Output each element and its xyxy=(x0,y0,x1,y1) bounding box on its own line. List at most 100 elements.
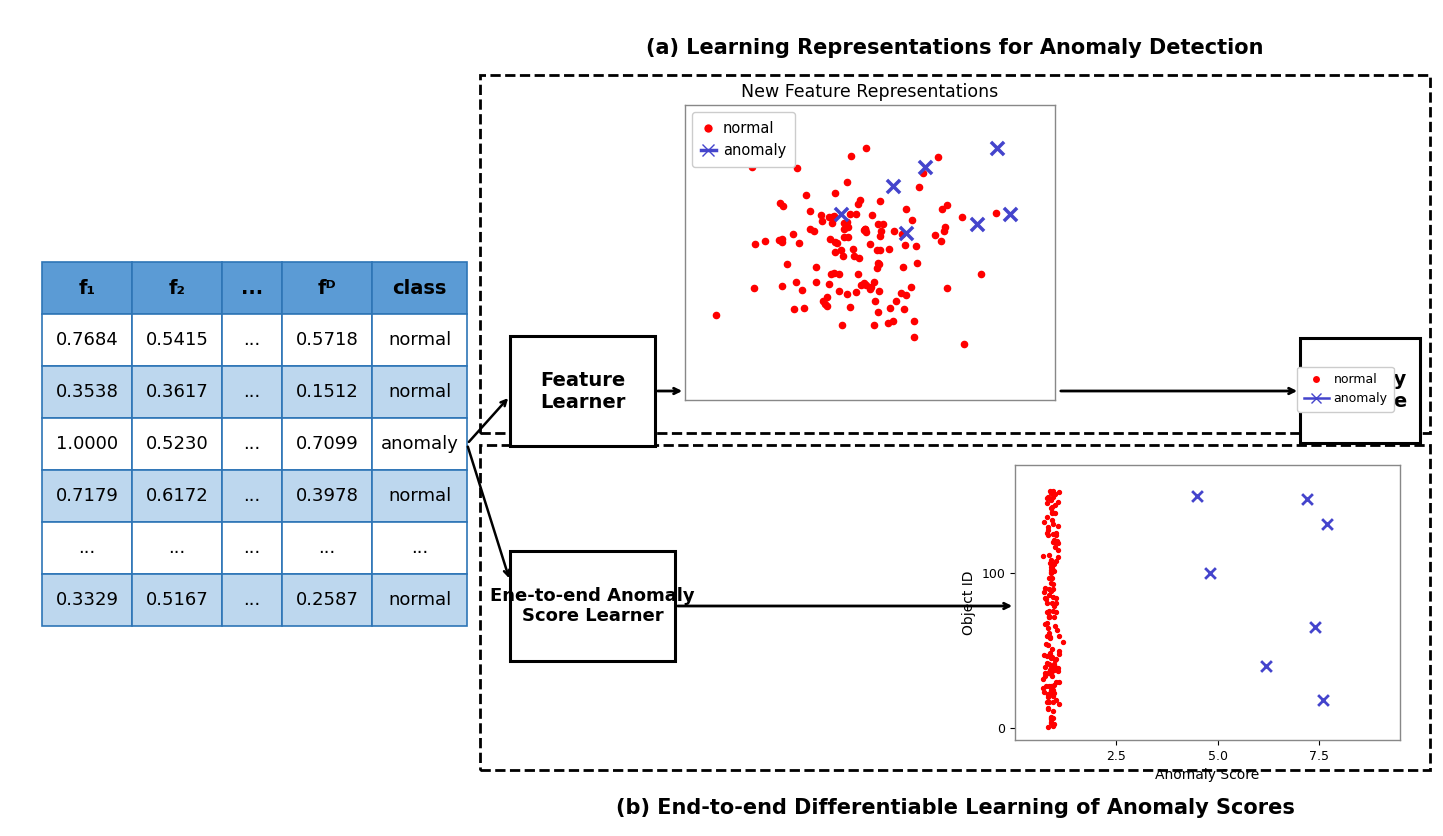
Point xyxy=(1036,605,1059,619)
Point xyxy=(1039,686,1062,699)
Point xyxy=(823,186,846,200)
Text: Anomaly
Measure: Anomaly Measure xyxy=(1312,370,1407,411)
Point xyxy=(1036,523,1059,537)
Point xyxy=(1039,563,1062,577)
Point xyxy=(775,257,798,270)
Point xyxy=(965,217,988,231)
Point xyxy=(831,319,854,332)
Point xyxy=(841,242,864,256)
Point xyxy=(1033,660,1056,674)
Point xyxy=(1043,507,1066,520)
Point xyxy=(872,217,895,231)
Text: 1.0000: 1.0000 xyxy=(56,435,118,453)
Point xyxy=(952,338,975,351)
Point xyxy=(1040,650,1063,664)
Point xyxy=(802,224,825,237)
Point xyxy=(798,222,821,236)
Point xyxy=(823,236,846,249)
Point xyxy=(854,226,877,239)
Point xyxy=(1032,515,1055,528)
Point xyxy=(867,257,890,271)
Point xyxy=(1048,648,1071,661)
Point xyxy=(1198,567,1221,580)
Point xyxy=(900,213,924,227)
Point xyxy=(1040,561,1063,574)
Bar xyxy=(42,522,131,574)
Point xyxy=(848,193,872,206)
Point xyxy=(827,268,850,281)
Point xyxy=(1040,528,1063,541)
Point xyxy=(1040,567,1063,580)
Point xyxy=(823,266,846,279)
Point xyxy=(1039,487,1062,500)
Point xyxy=(820,268,843,281)
Point xyxy=(1048,697,1071,711)
Bar xyxy=(222,366,281,418)
Point xyxy=(1035,510,1058,523)
Point xyxy=(1036,639,1059,652)
Text: 0.7179: 0.7179 xyxy=(56,487,118,505)
Point xyxy=(704,308,727,322)
Point xyxy=(1039,649,1062,662)
Point xyxy=(1046,534,1069,548)
Point xyxy=(895,227,918,240)
Point xyxy=(1039,584,1062,598)
Point xyxy=(931,202,954,216)
Point xyxy=(1040,507,1063,520)
Text: 0.3617: 0.3617 xyxy=(146,383,208,401)
Point xyxy=(1040,690,1063,703)
Text: ...: ... xyxy=(319,539,336,557)
Point xyxy=(768,196,791,210)
Point xyxy=(753,234,776,247)
Point xyxy=(906,256,929,269)
Point xyxy=(820,217,843,230)
Point xyxy=(1046,495,1069,508)
Point xyxy=(876,316,899,329)
Point xyxy=(854,278,877,292)
Text: 0.7684: 0.7684 xyxy=(56,331,118,349)
Point xyxy=(902,314,925,328)
Point xyxy=(1033,666,1056,680)
Point xyxy=(1032,549,1055,563)
Point xyxy=(1043,619,1066,632)
Text: ...: ... xyxy=(411,539,429,557)
Point xyxy=(1036,492,1059,505)
Point xyxy=(1036,630,1059,643)
Point xyxy=(743,237,766,251)
Point xyxy=(835,215,859,228)
Point xyxy=(913,161,937,174)
Point xyxy=(1039,685,1062,698)
Point xyxy=(1039,683,1062,696)
Point xyxy=(1042,686,1065,700)
Point xyxy=(1035,679,1058,692)
Bar xyxy=(131,522,222,574)
Bar xyxy=(131,314,222,366)
Point xyxy=(890,227,913,241)
Point xyxy=(1036,656,1059,670)
Point xyxy=(1045,623,1068,636)
Point xyxy=(1042,678,1065,691)
Bar xyxy=(42,418,131,470)
Point xyxy=(882,179,905,192)
Point xyxy=(838,300,861,314)
Point xyxy=(892,260,915,273)
Text: f₁: f₁ xyxy=(78,278,95,298)
Point xyxy=(782,302,805,315)
Text: 0.5230: 0.5230 xyxy=(146,435,208,453)
Point xyxy=(821,212,844,225)
Point xyxy=(1038,604,1061,618)
Point xyxy=(1048,675,1071,688)
Point xyxy=(1046,519,1069,533)
Point xyxy=(840,149,863,162)
Point xyxy=(1040,500,1063,513)
Point xyxy=(1036,596,1059,609)
Point xyxy=(752,123,775,136)
Bar xyxy=(131,262,222,314)
Point xyxy=(1038,680,1061,693)
Point xyxy=(1255,659,1278,672)
Point xyxy=(1033,670,1056,683)
Point xyxy=(1039,576,1062,589)
Point xyxy=(1296,492,1319,506)
Text: 0.2587: 0.2587 xyxy=(296,591,358,609)
Point xyxy=(1038,548,1061,562)
